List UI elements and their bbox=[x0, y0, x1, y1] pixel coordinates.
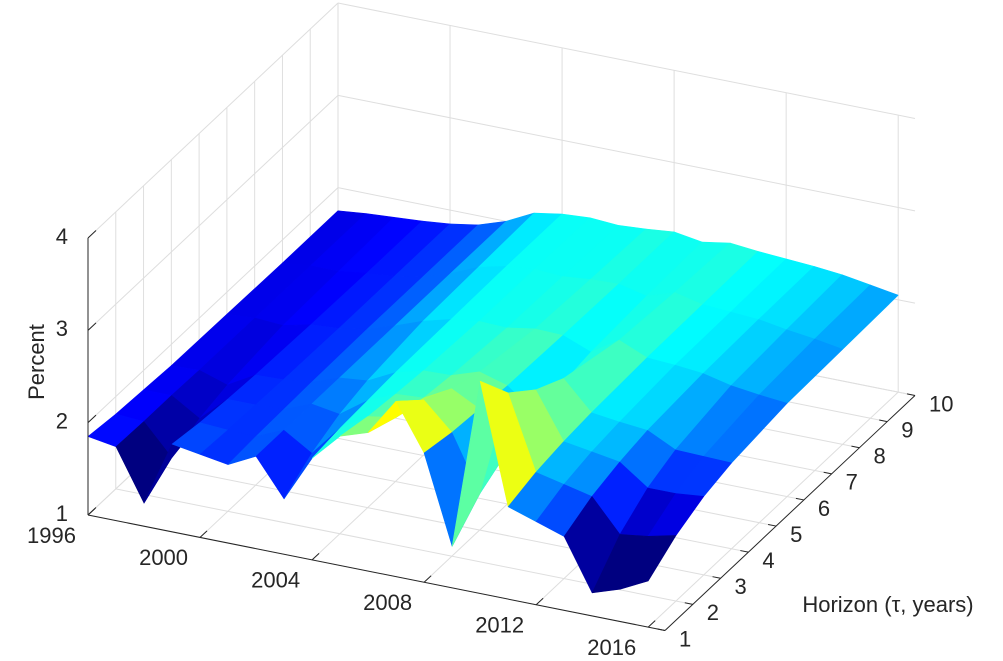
y-tick-label: 5 bbox=[790, 522, 802, 547]
z-tick-label: 4 bbox=[56, 224, 68, 249]
x-tick-label: 2016 bbox=[587, 635, 636, 660]
tick-mark bbox=[768, 523, 777, 527]
y-tick-label: 1 bbox=[679, 626, 691, 651]
y-tick-label: 8 bbox=[873, 444, 885, 469]
y-tick-label: 7 bbox=[846, 470, 858, 495]
grid-line bbox=[87, 94, 339, 331]
y-tick-label: 6 bbox=[818, 496, 830, 521]
tick-mark bbox=[712, 576, 721, 579]
grid-line bbox=[647, 391, 899, 628]
x-tick-label: 1996 bbox=[27, 523, 76, 548]
grid-line bbox=[87, 2, 339, 239]
tick-mark bbox=[87, 507, 97, 516]
y-axis bbox=[664, 395, 916, 631]
tick-mark bbox=[199, 530, 208, 538]
surface-patch bbox=[619, 535, 677, 590]
tick-mark bbox=[795, 497, 804, 501]
tick-mark bbox=[740, 550, 749, 553]
x-axis bbox=[87, 514, 666, 631]
y-tick-label: 3 bbox=[735, 574, 747, 599]
tick-mark bbox=[87, 230, 97, 239]
tick-mark bbox=[423, 575, 432, 583]
tick-mark bbox=[906, 393, 916, 396]
grid-line bbox=[337, 94, 916, 212]
tick-mark bbox=[311, 552, 320, 561]
x-tick-label: 2012 bbox=[475, 613, 524, 638]
tick-mark bbox=[535, 597, 544, 606]
z-axis-label: Percent bbox=[24, 324, 49, 400]
x-tick-label: 2004 bbox=[251, 568, 300, 593]
tick-mark bbox=[879, 419, 888, 423]
z-tick-label: 2 bbox=[56, 408, 68, 433]
y-tick-label: 2 bbox=[707, 600, 719, 625]
x-tick-label: 2000 bbox=[139, 545, 188, 570]
tick-mark bbox=[87, 322, 97, 331]
z-tick-label: 1 bbox=[56, 501, 68, 526]
tick-mark bbox=[823, 471, 832, 475]
y-axis-label: Horizon (τ, years) bbox=[802, 592, 973, 617]
y-tick-label: 4 bbox=[762, 548, 774, 573]
grid-line bbox=[87, 187, 339, 424]
x-tick-label: 2008 bbox=[363, 590, 412, 615]
grid-line bbox=[337, 2, 916, 119]
tick-mark bbox=[656, 628, 666, 631]
y-tick-label: 9 bbox=[901, 417, 913, 442]
tick-mark bbox=[647, 620, 656, 628]
y-tick-label: 10 bbox=[929, 391, 953, 416]
tick-mark bbox=[87, 414, 97, 424]
tick-mark bbox=[684, 602, 693, 605]
tick-mark bbox=[851, 445, 860, 449]
z-tick-label: 3 bbox=[56, 316, 68, 341]
